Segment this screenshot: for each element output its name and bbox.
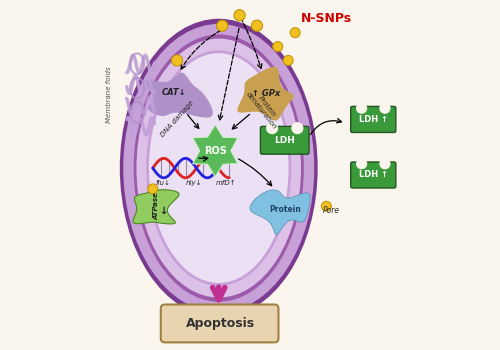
Text: N-SNPs: N-SNPs bbox=[301, 12, 352, 25]
Text: ATPase: ATPase bbox=[153, 193, 159, 220]
Circle shape bbox=[273, 42, 283, 51]
Ellipse shape bbox=[124, 24, 314, 312]
FancyBboxPatch shape bbox=[260, 126, 309, 154]
Circle shape bbox=[216, 20, 228, 31]
Polygon shape bbox=[192, 125, 238, 177]
Circle shape bbox=[322, 201, 332, 211]
Polygon shape bbox=[250, 190, 310, 235]
Text: mfD↑: mfD↑ bbox=[216, 180, 236, 187]
Text: CAT↓: CAT↓ bbox=[162, 88, 186, 97]
FancyBboxPatch shape bbox=[350, 106, 396, 132]
FancyBboxPatch shape bbox=[161, 304, 278, 342]
Circle shape bbox=[380, 103, 390, 114]
Circle shape bbox=[380, 158, 390, 169]
Polygon shape bbox=[133, 190, 179, 224]
Ellipse shape bbox=[136, 38, 301, 298]
Ellipse shape bbox=[120, 19, 318, 317]
Text: ↓: ↓ bbox=[159, 206, 168, 216]
Text: Protein
denaturation: Protein denaturation bbox=[245, 87, 283, 131]
Circle shape bbox=[356, 158, 367, 169]
Circle shape bbox=[172, 55, 182, 66]
Text: LDH ↑: LDH ↑ bbox=[359, 170, 388, 180]
Text: DNA damage: DNA damage bbox=[160, 99, 195, 138]
Polygon shape bbox=[144, 72, 213, 118]
Circle shape bbox=[234, 10, 245, 21]
Text: ↑ GPx: ↑ GPx bbox=[252, 89, 280, 98]
Text: flu↓: flu↓ bbox=[156, 180, 170, 187]
Circle shape bbox=[290, 28, 300, 38]
Text: hly↓: hly↓ bbox=[186, 180, 202, 187]
Text: ROS: ROS bbox=[204, 146, 227, 156]
Text: LDH ↑: LDH ↑ bbox=[359, 115, 388, 124]
Ellipse shape bbox=[148, 52, 290, 284]
Circle shape bbox=[292, 122, 304, 134]
Circle shape bbox=[266, 122, 278, 134]
FancyBboxPatch shape bbox=[350, 162, 396, 188]
Circle shape bbox=[283, 55, 293, 65]
Polygon shape bbox=[238, 67, 294, 121]
Text: LDH: LDH bbox=[274, 136, 295, 145]
Circle shape bbox=[148, 184, 158, 194]
Text: Pore: Pore bbox=[323, 206, 340, 215]
Circle shape bbox=[356, 103, 367, 114]
Ellipse shape bbox=[134, 34, 304, 302]
Text: Membrane folds: Membrane folds bbox=[106, 67, 112, 124]
Circle shape bbox=[252, 20, 262, 31]
Text: Protein: Protein bbox=[269, 205, 300, 214]
Text: Apoptosis: Apoptosis bbox=[186, 317, 255, 330]
